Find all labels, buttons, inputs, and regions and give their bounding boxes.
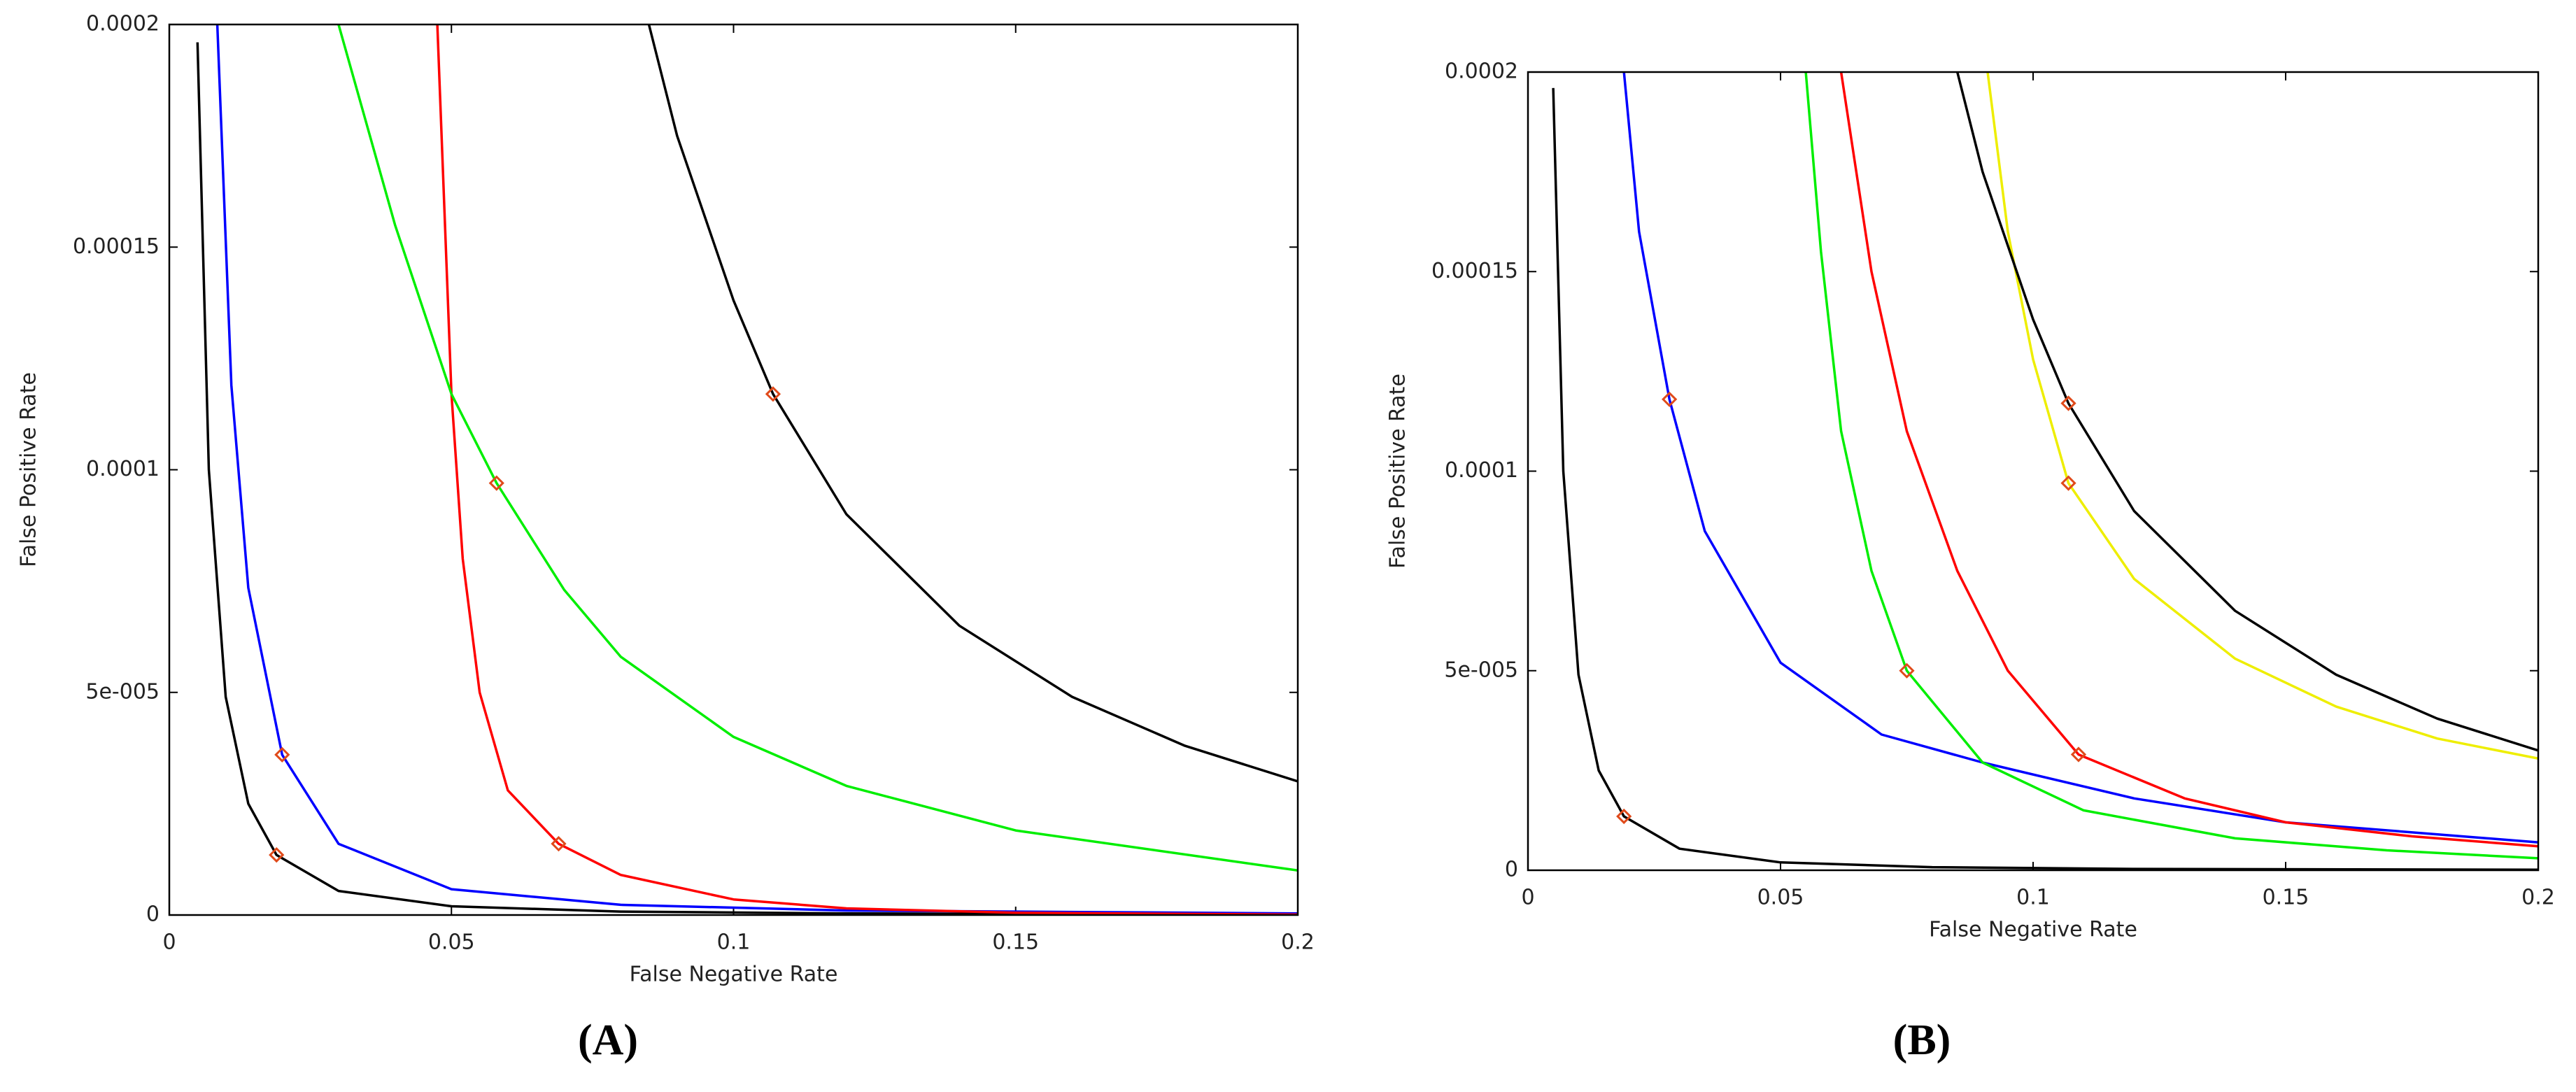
- marker: [2070, 746, 2087, 763]
- x-tick-label: 0.1: [717, 930, 751, 955]
- y-tick-label: 5e-005: [1444, 658, 1518, 682]
- curve: [436, 24, 1298, 915]
- x-tick-label: 0.2: [1281, 930, 1315, 955]
- curve: [647, 24, 1298, 783]
- marker: [274, 746, 290, 763]
- marker: [488, 475, 504, 491]
- caption: (A): [578, 1016, 638, 1064]
- y-tick-label: 0.0001: [86, 457, 160, 481]
- x-tick-label: 0.1: [2016, 886, 2050, 910]
- curve: [1986, 72, 2538, 760]
- marker: [1899, 662, 1915, 679]
- x-axis-label: False Negative Rate: [630, 963, 838, 987]
- marker: [1662, 391, 1678, 407]
- plot-area: [196, 24, 1298, 915]
- y-tick-label: 0.0002: [1445, 59, 1518, 84]
- marker: [2060, 475, 2076, 491]
- marker: [765, 386, 781, 402]
- x-tick-label: 0.2: [2521, 886, 2555, 910]
- marker: [1616, 808, 1632, 825]
- chart: 0 0.05 0.1 0.15 0.2 0 5e-005 0.0001 0.00015 0.000…: [17, 12, 1315, 1065]
- curve: [337, 24, 1298, 872]
- plot-frame: [1527, 71, 2540, 872]
- marker: [2060, 395, 2076, 411]
- x-tick-label: 0: [162, 930, 176, 955]
- curve: [196, 42, 1298, 915]
- curve: [1622, 72, 2538, 844]
- curve: [215, 24, 1298, 915]
- x-tick-label: 0.05: [428, 930, 475, 955]
- curve: [1552, 87, 2538, 870]
- marker: [269, 846, 285, 863]
- y-tick-label: 0.0002: [86, 12, 160, 36]
- curve: [1956, 72, 2538, 752]
- x-tick-label: 0.15: [2263, 886, 2309, 910]
- x-axis-label: False Negative Rate: [1929, 918, 2137, 942]
- marker: [551, 836, 567, 852]
- y-tick-label: 5e-005: [85, 679, 160, 704]
- curve: [1839, 72, 2538, 848]
- chart: 0 0.05 0.1 0.15 0.2 0 5e-005 0.0001 0.00015 0.000…: [1386, 59, 2555, 1065]
- x-tick-label: 0.15: [992, 930, 1039, 955]
- y-tick-label: 0.0001: [1445, 458, 1518, 483]
- y-tick-label: 0: [1505, 858, 1518, 882]
- y-tick-label: 0.00015: [73, 234, 160, 259]
- plot-area: [1552, 72, 2538, 870]
- caption: (B): [1893, 1016, 1951, 1064]
- plot-frame: [168, 23, 1299, 916]
- y-axis-label: False Positive Rate: [1386, 374, 1410, 569]
- y-tick-label: 0: [146, 902, 160, 927]
- y-tick-label: 0.00015: [1431, 259, 1518, 283]
- x-tick-label: 0: [1521, 886, 1534, 910]
- x-tick-label: 0.05: [1757, 886, 1804, 910]
- y-axis-label: False Positive Rate: [17, 372, 41, 567]
- curve: [1804, 72, 2538, 860]
